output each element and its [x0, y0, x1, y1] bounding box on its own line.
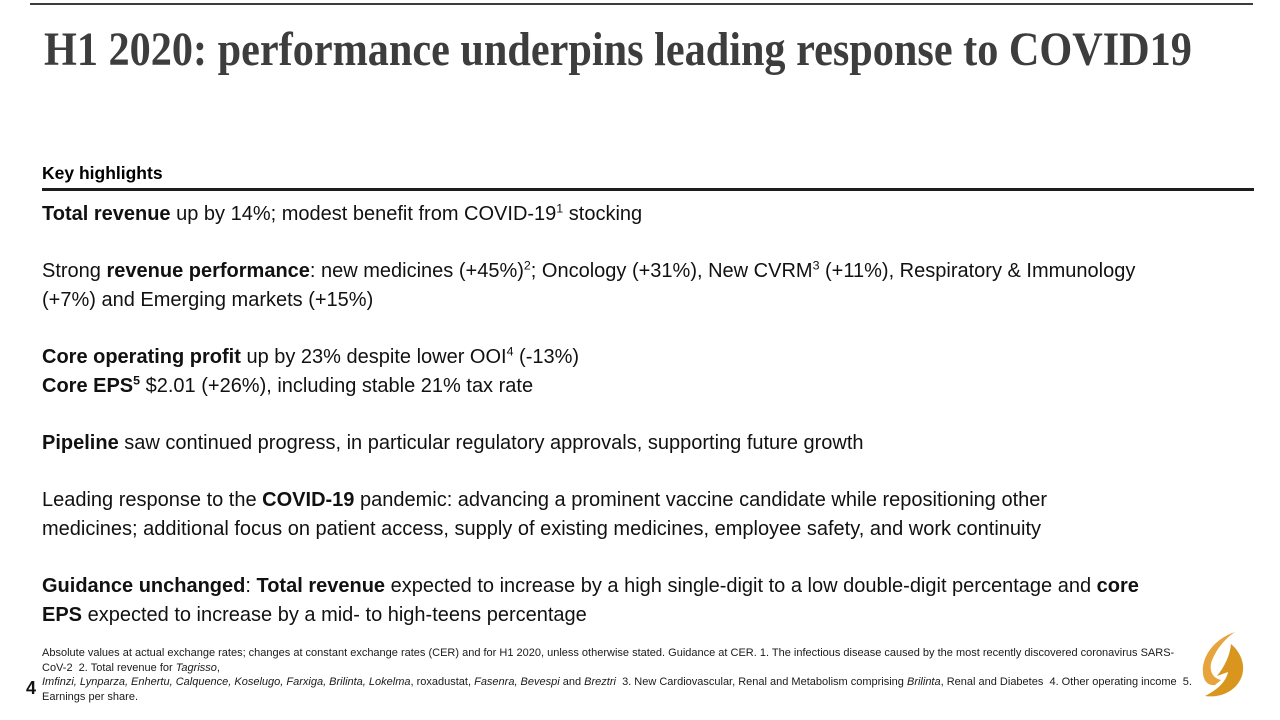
paragraph-total-revenue: Total revenue up by 14%; modest benefit …: [42, 200, 1252, 229]
paragraph-pipeline: Pipeline saw continued progress, in part…: [42, 429, 1252, 458]
top-rule: [30, 3, 1253, 5]
key-highlights-underline: [42, 188, 1254, 191]
text-line: Pipeline saw continued progress, in part…: [42, 432, 864, 454]
paragraph-guidance: Guidance unchanged: Total revenue expect…: [42, 572, 1252, 630]
text-line: (+7%) and Emerging markets (+15%): [42, 289, 374, 311]
text-line: Core EPS5 $2.01 (+26%), including stable…: [42, 373, 534, 397]
slide-title: H1 2020: performance underpins leading r…: [44, 23, 1192, 76]
text-line: Total revenue up by 14%; modest benefit …: [42, 201, 643, 225]
text-line: medicines; additional focus on patient a…: [42, 518, 1042, 540]
footnote: Absolute values at actual exchange rates…: [42, 646, 1192, 704]
text-line: Core operating profit up by 23% despite …: [42, 344, 580, 368]
text-line: Strong revenue performance: new medicine…: [42, 258, 1136, 282]
text-line: EPS expected to increase by a mid- to hi…: [42, 604, 587, 626]
footnote-line-1: Absolute values at actual exchange rates…: [42, 647, 1175, 674]
page-number: 4: [26, 678, 37, 698]
paragraph-covid-response: Leading response to the COVID-19 pandemi…: [42, 486, 1252, 544]
highlights-body: Total revenue up by 14%; modest benefit …: [42, 200, 1252, 658]
astrazeneca-logo-icon: [1202, 632, 1244, 697]
footnote-line-2: Imfinzi, Lynparza, Enhertu, Calquence, K…: [42, 676, 1195, 703]
paragraph-revenue-performance: Strong revenue performance: new medicine…: [42, 257, 1252, 315]
text-line: Leading response to the COVID-19 pandemi…: [42, 489, 1048, 511]
text-line: Guidance unchanged: Total revenue expect…: [42, 575, 1139, 597]
key-highlights-heading: Key highlights: [42, 163, 163, 183]
paragraph-core-profit-eps: Core operating profit up by 23% despite …: [42, 343, 1252, 401]
